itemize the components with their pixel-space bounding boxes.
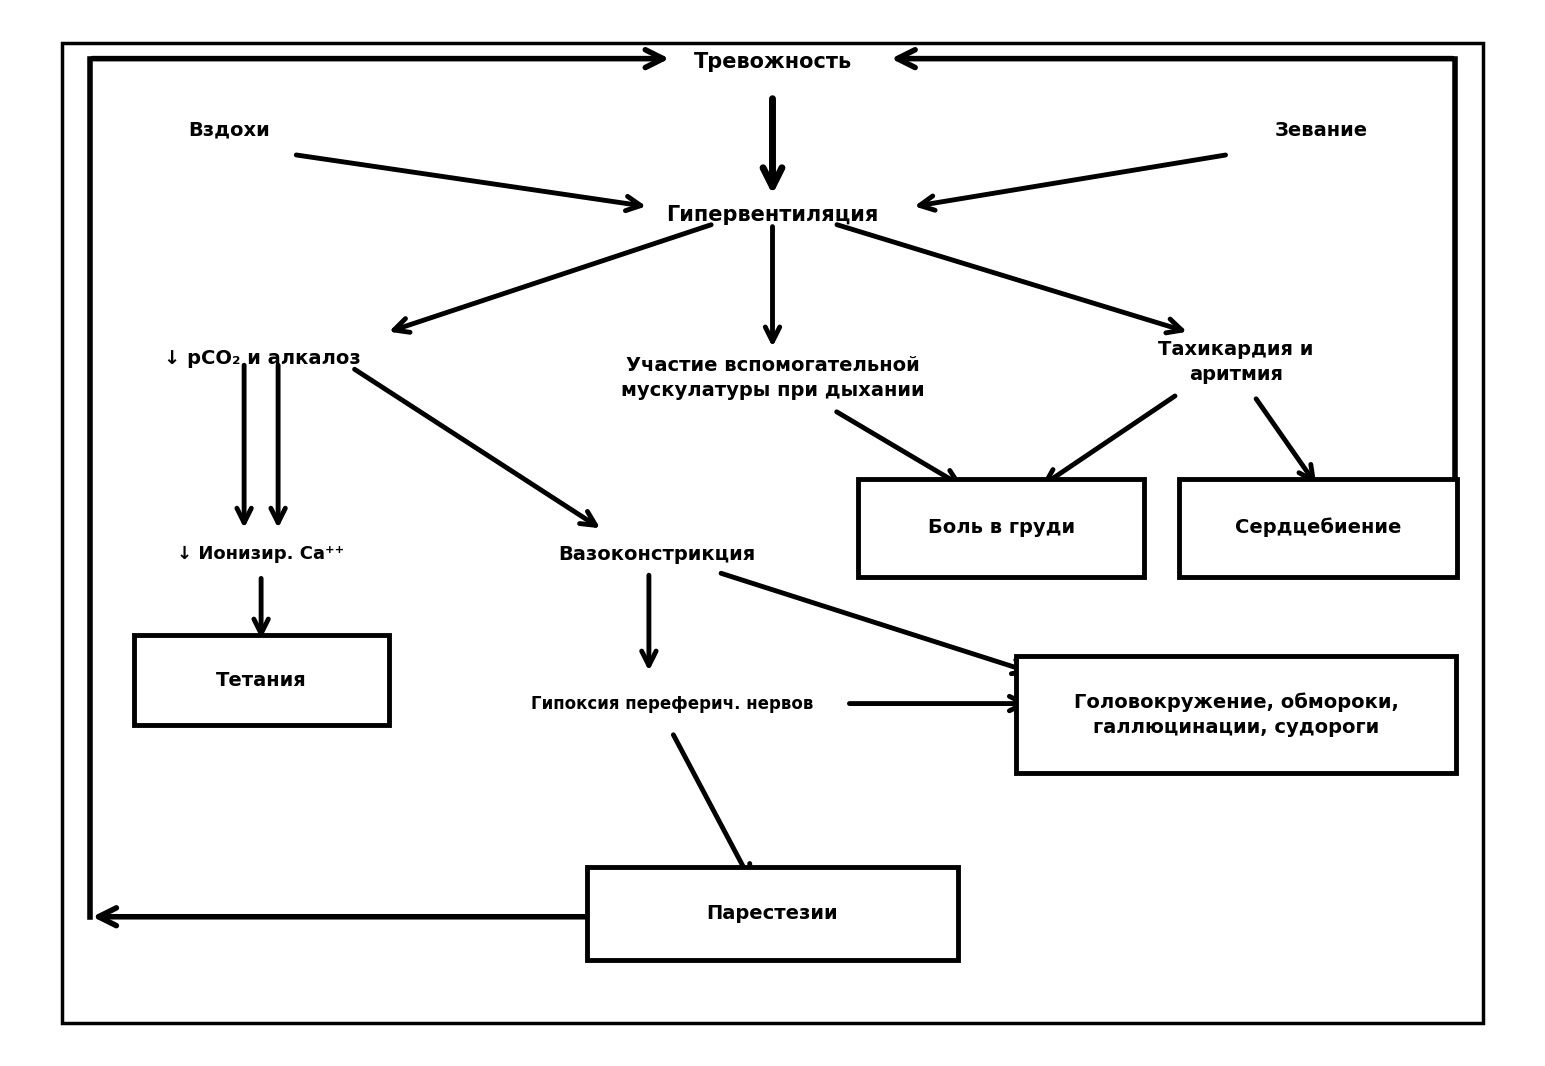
- Text: ↓ рСО₂ и алкалоз: ↓ рСО₂ и алкалоз: [164, 349, 362, 368]
- FancyBboxPatch shape: [587, 867, 958, 960]
- Text: Участие вспомогательной
мускулатуры при дыхании: Участие вспомогательной мускулатуры при …: [621, 356, 924, 401]
- Text: Парестезии: Парестезии: [706, 904, 839, 923]
- FancyBboxPatch shape: [134, 635, 389, 725]
- FancyBboxPatch shape: [1017, 656, 1457, 773]
- Text: Вазоконстрикция: Вазоконстрикция: [558, 545, 756, 564]
- Text: Тахикардия и
аритмия: Тахикардия и аритмия: [1159, 340, 1313, 385]
- Text: Зевание: Зевание: [1275, 120, 1367, 140]
- Text: Тревожность: Тревожность: [694, 52, 851, 71]
- Text: Головокружение, обмороки,
галлюцинации, судороги: Головокружение, обмороки, галлюцинации, …: [1074, 692, 1398, 737]
- Text: Боль в груди: Боль в груди: [927, 518, 1075, 537]
- Text: Гипоксия переферич. нервов: Гипоксия переферич. нервов: [531, 695, 813, 712]
- FancyBboxPatch shape: [859, 479, 1143, 577]
- Text: Вздохи: Вздохи: [188, 120, 269, 140]
- Text: Сердцебиение: Сердцебиение: [1234, 518, 1401, 537]
- Text: ↓ Ионизир. Са⁺⁺: ↓ Ионизир. Са⁺⁺: [178, 546, 345, 563]
- Text: Гипервентиляция: Гипервентиляция: [666, 206, 879, 225]
- FancyBboxPatch shape: [1179, 479, 1457, 577]
- Text: Тетания: Тетания: [216, 671, 306, 690]
